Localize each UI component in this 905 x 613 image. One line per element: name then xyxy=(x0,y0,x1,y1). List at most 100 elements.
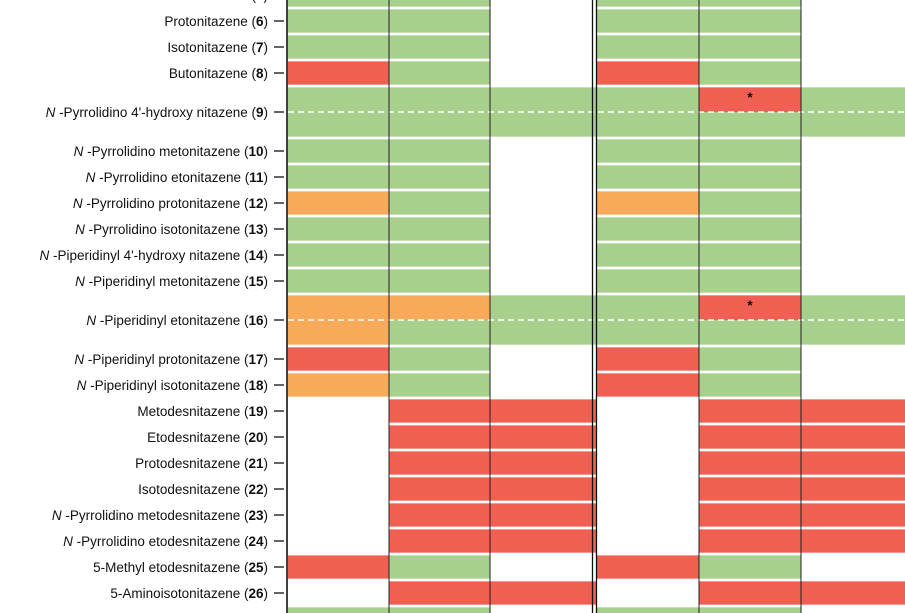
cell-24-3 xyxy=(597,529,699,553)
cell-20-5 xyxy=(801,425,905,449)
cell-7-4 xyxy=(699,35,801,59)
row-label: Isotonitazene (7) xyxy=(167,40,268,55)
cell-8-1 xyxy=(389,61,490,85)
cell-17-5 xyxy=(801,347,905,371)
cell-17-2 xyxy=(490,347,597,371)
cell-27-2 xyxy=(490,607,597,613)
cell-12-3 xyxy=(597,191,699,215)
cell-15-0 xyxy=(288,269,389,293)
cell-8-4 xyxy=(699,61,801,85)
cell-26-1 xyxy=(389,581,490,605)
cell-14-4 xyxy=(699,243,801,267)
row-label: N -Pyrrolidino 4'-hydroxy nitazene (9) xyxy=(46,105,268,120)
row-label: N -Piperidinyl metonitazene (15) xyxy=(75,274,268,289)
cell-18-2 xyxy=(490,373,597,397)
cell-7-3 xyxy=(597,35,699,59)
cell-23-3 xyxy=(597,503,699,527)
cell-25-3 xyxy=(597,555,699,579)
cell-23-2 xyxy=(490,503,597,527)
cell-9-bottom-5 xyxy=(801,112,905,137)
cell-7-1 xyxy=(389,35,490,59)
cell-22-0 xyxy=(288,477,389,501)
cell-5-3 xyxy=(597,0,699,7)
row-label: Etodesnitazene (20) xyxy=(147,430,268,445)
cell-20-2 xyxy=(490,425,597,449)
row-label: N -Pyrrolidino etonitazene (11) xyxy=(86,170,268,185)
row-label: Protodesnitazene (21) xyxy=(135,456,268,471)
cell-22-2 xyxy=(490,477,597,501)
cell-10-2 xyxy=(490,139,597,163)
cell-9-top-3 xyxy=(597,87,699,112)
cell-9-bottom-0 xyxy=(288,112,389,137)
cell-19-0 xyxy=(288,399,389,423)
cell-8-5 xyxy=(801,61,905,85)
cell-27-3 xyxy=(597,607,699,613)
cell-6-5 xyxy=(801,9,905,33)
cell-11-3 xyxy=(597,165,699,189)
cell-23-5 xyxy=(801,503,905,527)
row-label: N -Piperidinyl etonitazene (16) xyxy=(86,313,268,328)
cell-21-1 xyxy=(389,451,490,475)
cell-9-top-2 xyxy=(490,87,597,112)
cell-5-4 xyxy=(699,0,801,7)
row-label: 5-Methyl etodesnitazene (25) xyxy=(93,560,268,575)
cell-25-0 xyxy=(288,555,389,579)
cell-10-5 xyxy=(801,139,905,163)
cell-18-3 xyxy=(597,373,699,397)
cell-14-1 xyxy=(389,243,490,267)
cell-14-2 xyxy=(490,243,597,267)
cell-19-1 xyxy=(389,399,490,423)
cell-15-2 xyxy=(490,269,597,293)
cell-19-4 xyxy=(699,399,801,423)
cell-16-bottom-1 xyxy=(389,320,490,345)
row-label: N -Pyrrolidino isotonitazene (13) xyxy=(75,222,268,237)
cell-19-2 xyxy=(490,399,597,423)
cell-9-top-4 xyxy=(699,87,801,112)
cell-25-1 xyxy=(389,555,490,579)
cell-14-5 xyxy=(801,243,905,267)
cell-12-4 xyxy=(699,191,801,215)
cell-26-5 xyxy=(801,581,905,605)
cell-18-4 xyxy=(699,373,801,397)
cell-9-top-0 xyxy=(288,87,389,112)
row-label: N -Piperidinyl 4'-hydroxy nitazene (14) xyxy=(40,248,268,263)
row-label: Etonitazene (5) xyxy=(176,0,268,3)
cell-19-3 xyxy=(597,399,699,423)
cell-6-4 xyxy=(699,9,801,33)
cell-16-bottom-3 xyxy=(597,320,699,345)
cell-9-top-1 xyxy=(389,87,490,112)
cell-24-5 xyxy=(801,529,905,553)
cell-21-4 xyxy=(699,451,801,475)
cell-14-0 xyxy=(288,243,389,267)
cell-9-top-5 xyxy=(801,87,905,112)
cell-26-2 xyxy=(490,581,597,605)
row-label: N -Pyrrolidino metonitazene (10) xyxy=(74,144,268,159)
cell-14-3 xyxy=(597,243,699,267)
cell-13-0 xyxy=(288,217,389,241)
cell-19-5 xyxy=(801,399,905,423)
cell-27-1 xyxy=(389,607,490,613)
cell-11-4 xyxy=(699,165,801,189)
cell-13-5 xyxy=(801,217,905,241)
cell-8-2 xyxy=(490,61,597,85)
cell-10-3 xyxy=(597,139,699,163)
cell-6-2 xyxy=(490,9,597,33)
cell-13-4 xyxy=(699,217,801,241)
cell-12-0 xyxy=(288,191,389,215)
cell-6-3 xyxy=(597,9,699,33)
cell-27-0 xyxy=(288,607,389,613)
cell-13-2 xyxy=(490,217,597,241)
cell-18-5 xyxy=(801,373,905,397)
cell-16-top-3 xyxy=(597,295,699,320)
cell-23-0 xyxy=(288,503,389,527)
cell-11-2 xyxy=(490,165,597,189)
cell-22-3 xyxy=(597,477,699,501)
cell-22-5 xyxy=(801,477,905,501)
cell-9-bottom-4 xyxy=(699,112,801,137)
cell-16-bottom-5 xyxy=(801,320,905,345)
cell-12-1 xyxy=(389,191,490,215)
cell-5-2 xyxy=(490,0,597,7)
cell-26-0 xyxy=(288,581,389,605)
cell-17-1 xyxy=(389,347,490,371)
